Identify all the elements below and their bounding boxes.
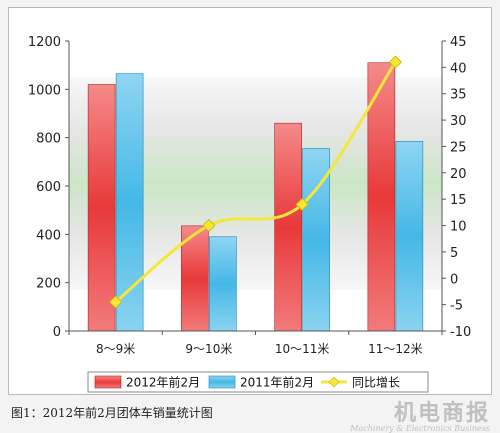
y-right-tick-label-7: 25 (450, 140, 467, 155)
legend: 2012年前2月 2011年前2月 同比增长 (87, 371, 429, 393)
legend-label-0: 2012年前2月 (126, 375, 200, 390)
axes-layer: 0 200 400 600 800 1000 1200 -10 -5 0 5 10 15 20 25 30 35… (28, 35, 471, 356)
figure-caption: 图1：2012年前2月团体车销量统计图 (11, 406, 213, 420)
y-left-tick-label-0: 0 (53, 325, 61, 340)
chart-frame: 0 200 400 600 800 1000 1200 -10 -5 0 5 10 15 20 25 30 35… (8, 7, 492, 395)
watermark-en: Machinery & Electronics Business (350, 424, 490, 433)
y-left-tick-label-1: 200 (36, 277, 61, 292)
bar-2012-0 (87, 84, 116, 332)
bar-2012-3 (367, 62, 396, 332)
y-right-tick-label-9: 35 (450, 88, 467, 103)
x-category-label-3: 11～12米 (368, 342, 423, 356)
y-right-tick-label-10: 40 (450, 61, 467, 76)
y-left-tick-label-4: 800 (36, 132, 61, 147)
bar-2011-0 (115, 73, 144, 332)
chart-svg: 0 200 400 600 800 1000 1200 -10 -5 0 5 10 15 20 25 30 35… (28, 35, 471, 393)
y-right-tick-label-6: 20 (450, 167, 467, 182)
y-right-tick-label-2: 0 (450, 272, 458, 287)
bar-2012-1 (181, 225, 209, 332)
x-category-label-0: 8～9米 (96, 342, 135, 356)
bar-2012-2 (274, 122, 302, 332)
legend-line-marker (328, 376, 340, 388)
growth-point-2 (295, 197, 309, 212)
bars-layer (87, 62, 424, 332)
growth-line-layer (109, 55, 402, 309)
y-right-tick-label-1: -5 (450, 299, 463, 314)
x-category-label-2: 10～11米 (275, 342, 330, 356)
y-left-tick-label-6: 1200 (28, 35, 61, 50)
growth-point-3 (388, 55, 402, 69)
bar-2011-3 (395, 140, 424, 332)
y-right-tick-label-3: 5 (450, 246, 458, 261)
y-left-tick-label-5: 1000 (28, 83, 61, 98)
legend-swatch-0 (94, 375, 122, 389)
watermark: 机电商报 Machinery & Electronics Business (350, 395, 490, 433)
x-category-label-1: 9～10米 (185, 342, 232, 356)
y-left-tick-label-2: 400 (36, 228, 61, 243)
y-right-tick-label-4: 10 (450, 220, 467, 235)
y-right-tick-label-5: 15 (450, 193, 467, 208)
legend-label-1: 2011年前2月 (240, 375, 314, 390)
legend-label-2: 同比增长 (352, 376, 400, 390)
y-right-tick-label-8: 30 (450, 114, 467, 129)
bar-2011-1 (209, 236, 237, 332)
y-right-tick-label-11: 45 (450, 35, 467, 50)
growth-point-1 (202, 218, 216, 233)
legend-swatch-1 (208, 375, 236, 389)
growth-line (114, 61, 397, 304)
legend-box (87, 371, 429, 393)
growth-point-0 (109, 295, 123, 309)
watermark-cn: 机电商报 (393, 400, 490, 426)
y-right-tick-label-0: -10 (450, 325, 471, 340)
y-left-tick-label-3: 600 (36, 180, 61, 195)
